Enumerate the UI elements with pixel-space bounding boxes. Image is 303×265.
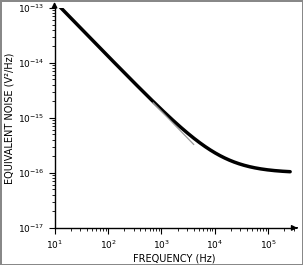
X-axis label: FREQUENCY (Hz): FREQUENCY (Hz): [133, 254, 215, 263]
Y-axis label: EQUIVALENT NOISE (V²/Hz): EQUIVALENT NOISE (V²/Hz): [5, 52, 15, 184]
